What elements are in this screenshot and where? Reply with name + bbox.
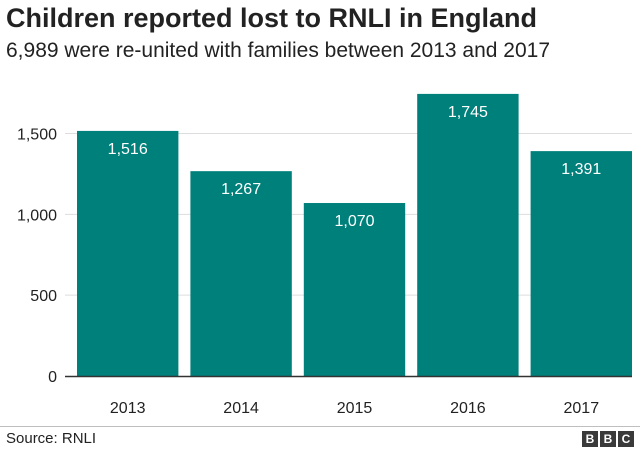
y-tick-label: 1,000 bbox=[17, 207, 57, 224]
bar-value-label: 1,070 bbox=[334, 213, 374, 230]
bar-value-label: 1,745 bbox=[448, 104, 488, 121]
bar-value-label: 1,516 bbox=[108, 141, 148, 158]
bar bbox=[417, 93, 519, 377]
bar-value-label: 1,391 bbox=[561, 161, 601, 178]
x-tick-label: 2017 bbox=[564, 400, 600, 417]
x-tick-label: 2015 bbox=[337, 400, 373, 417]
y-tick-label: 0 bbox=[48, 369, 57, 386]
logo-block-c: C bbox=[618, 431, 634, 447]
chart-title: Children reported lost to RNLI in Englan… bbox=[6, 3, 537, 33]
x-tick-label: 2013 bbox=[110, 400, 146, 417]
logo-block-b2: B bbox=[600, 431, 616, 447]
footer-divider bbox=[0, 426, 640, 427]
y-tick-label: 500 bbox=[30, 288, 57, 305]
bar bbox=[303, 203, 406, 376]
bar bbox=[190, 171, 292, 376]
bar-value-label: 1,267 bbox=[221, 181, 261, 198]
x-tick-label: 2016 bbox=[450, 400, 486, 417]
logo-block-b1: B bbox=[582, 431, 598, 447]
source-note: Source: RNLI bbox=[6, 430, 97, 447]
x-tick-label: 2014 bbox=[223, 400, 259, 417]
y-tick-label: 1,500 bbox=[17, 127, 57, 144]
bbc-logo: B B C bbox=[582, 431, 634, 447]
bar bbox=[77, 130, 179, 376]
bar bbox=[530, 151, 632, 376]
chart-subtitle: 6,989 were re-united with families betwe… bbox=[6, 39, 551, 62]
bar-chart: 0 500 1,000 1,500 1,516 2013 1,267 2014 1,070 201… bbox=[17, 93, 632, 417]
